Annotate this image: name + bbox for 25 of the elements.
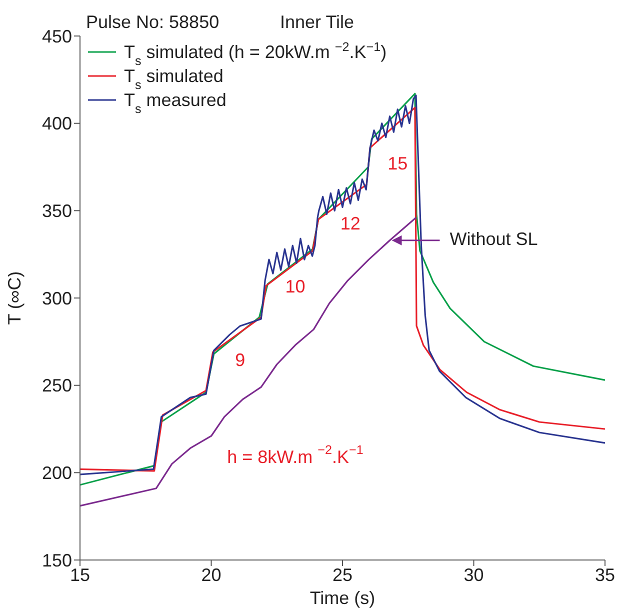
- legend-label: T$_{s}$ measured: [124, 90, 226, 116]
- y-tick-label: 350: [42, 201, 72, 222]
- y-tick-label: 150: [42, 550, 72, 570]
- annotation: 15: [388, 153, 408, 174]
- x-tick-label: 20: [201, 564, 222, 585]
- annotation: h = 8kW.m $^{−2}$.K$^{−1}$: [227, 443, 364, 467]
- annotation: 10: [285, 276, 306, 296]
- legend-label: T$_{s}$ simulated: [124, 66, 224, 92]
- chart-title: Pulse No: 58850: [86, 12, 220, 32]
- x-tick-label: 35: [594, 564, 616, 585]
- chart-subtitle: Inner Tile: [280, 12, 354, 32]
- legend-label: Without SL: [450, 229, 538, 250]
- x-tick-label: 15: [70, 564, 90, 585]
- annotation: 12: [340, 213, 360, 234]
- x-tick-label: 25: [332, 564, 353, 585]
- y-tick-label: 400: [42, 114, 72, 134]
- annotation: 9: [235, 350, 246, 370]
- x-axis-title: Time (s): [310, 588, 376, 608]
- y-tick-label: 250: [42, 376, 72, 396]
- y-tick-label: 300: [42, 288, 72, 308]
- y-tick-label: 450: [42, 26, 72, 46]
- legend-label: T$_{s}$ simulated (h = 20kW.m $^{−2}$.K$^{−1}$): [124, 40, 387, 68]
- y-tick-label: 200: [42, 463, 72, 484]
- x-tick-label: 30: [464, 564, 484, 585]
- line-series: [80, 216, 417, 507]
